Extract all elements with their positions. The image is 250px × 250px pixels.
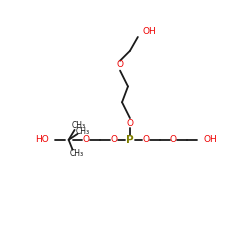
Text: O: O [110, 135, 117, 144]
Text: P: P [126, 135, 134, 145]
Text: O: O [170, 135, 177, 144]
Text: O: O [142, 135, 149, 144]
Text: OH: OH [203, 135, 217, 144]
Text: O: O [126, 118, 134, 128]
Text: CH₃: CH₃ [72, 122, 86, 130]
Text: OH: OH [143, 26, 156, 36]
Text: O: O [83, 135, 90, 144]
Text: CH₃: CH₃ [70, 149, 84, 158]
Text: HO: HO [35, 135, 49, 144]
Text: CH₃: CH₃ [76, 128, 90, 136]
Text: O: O [116, 60, 123, 69]
